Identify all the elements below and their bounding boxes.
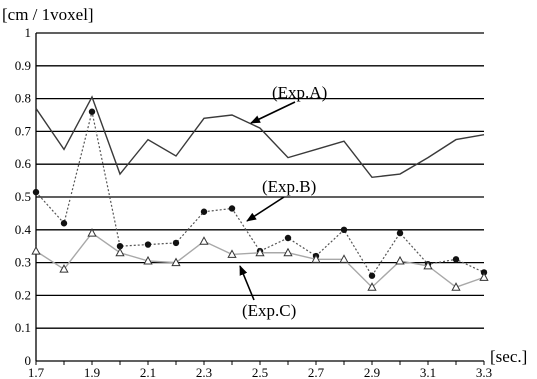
data-point-triangle: [451, 282, 461, 291]
x-tick-label: 3.3: [476, 365, 492, 379]
y-tick-labels: 0 0.1 0.2 0.3 0.4 0.5 0.6 0.7 0.8 0.9 1: [15, 25, 32, 368]
data-point-triangle: [171, 257, 181, 267]
data-point-triangle: [199, 236, 209, 245]
annotations: (Exp.A) (Exp.B) (Exp.C): [239, 83, 327, 320]
data-point-circle: [452, 256, 460, 263]
data-point-triangle: [479, 272, 489, 281]
data-point-triangle: [87, 228, 97, 237]
data-point-circle: [368, 272, 376, 279]
data-point-circle: [60, 220, 68, 227]
annotation-arrow: [250, 101, 296, 124]
data-point-circle: [228, 205, 236, 212]
data-point-triangle: [227, 249, 237, 258]
gridlines: [36, 32, 484, 329]
annotation-arrow: [239, 265, 255, 301]
series-line-0: [35, 95, 485, 179]
x-tick-label: 1.7: [28, 365, 45, 379]
y-tick-label: 0.3: [15, 255, 31, 270]
data-point-circle: [284, 234, 292, 242]
x-tick-label: 2.1: [140, 365, 156, 379]
y-tick-label: 0.6: [15, 156, 32, 171]
x-tick-label: 1.9: [84, 365, 100, 379]
data-point-circle: [172, 239, 180, 247]
y-tick-label: 1: [25, 25, 32, 40]
x-tick-label: 3.1: [420, 365, 436, 379]
series-line-1: [35, 111, 485, 277]
data-point-circle: [32, 188, 40, 196]
x-tick-label: 2.5: [252, 365, 268, 379]
data-point-triangle: [31, 246, 41, 255]
x-tick-label: 2.3: [196, 365, 212, 379]
y-tick-label: 0: [25, 353, 32, 368]
series-line-2: [35, 232, 485, 289]
y-tick-label: 0.8: [15, 91, 31, 106]
y-tick-label: 0.1: [15, 320, 31, 335]
data-point-triangle: [255, 247, 265, 257]
data-point-circle: [88, 108, 96, 115]
y-tick-label: 0.2: [15, 287, 31, 302]
data-point-triangle: [395, 255, 405, 265]
x-tick-labels: 1.7 1.9 2.1 2.3 2.5 2.7 2.9 3.1 3.3: [28, 365, 492, 379]
series-group: [31, 95, 489, 291]
data-point-circle: [396, 229, 404, 237]
data-point-triangle: [59, 264, 69, 273]
data-point-circle: [116, 243, 124, 250]
y-axis-label: [cm / 1voxel]: [2, 5, 94, 24]
data-point-triangle: [311, 254, 321, 263]
axes: [35, 33, 485, 365]
data-point-triangle: [115, 247, 125, 257]
x-tick-label: 2.9: [364, 365, 380, 379]
data-point-triangle: [283, 247, 293, 257]
y-tick-label: 0.9: [15, 58, 31, 73]
data-point-circle: [144, 241, 152, 248]
y-tick-label: 0.7: [15, 123, 32, 138]
annotation-label: (Exp.B): [262, 177, 316, 196]
annotation-arrow: [246, 196, 285, 222]
x-tick-label: 2.7: [308, 365, 325, 379]
y-tick-label: 0.5: [15, 189, 31, 204]
data-point-triangle: [339, 254, 349, 263]
annotation-label: (Exp.C): [242, 301, 296, 320]
annotation-label: (Exp.A): [272, 83, 327, 102]
data-point-circle: [200, 208, 208, 215]
data-point-triangle: [367, 282, 377, 291]
x-axis-label: [sec.]: [490, 347, 527, 366]
data-point-triangle: [423, 260, 433, 270]
y-tick-label: 0.4: [15, 222, 32, 237]
data-point-triangle: [143, 255, 153, 265]
data-point-circle: [340, 226, 348, 233]
